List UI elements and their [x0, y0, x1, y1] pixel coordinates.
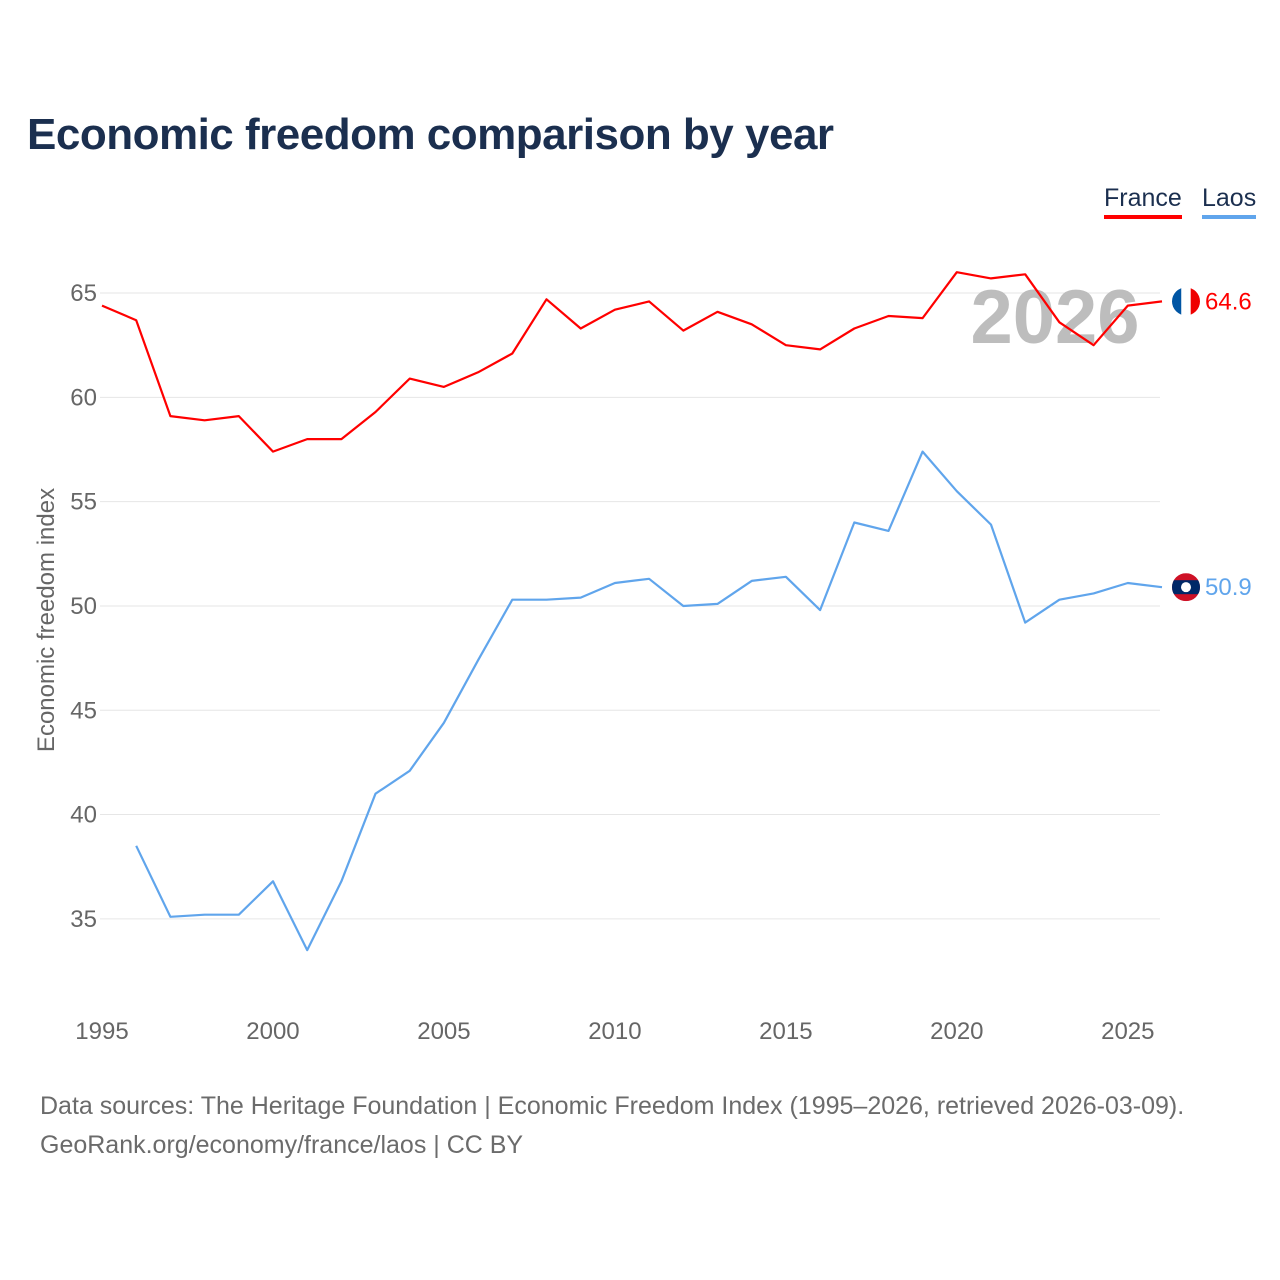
flag-body	[1172, 287, 1200, 316]
y-tick-label: 60	[70, 384, 97, 411]
series-line-laos	[135, 450, 1163, 952]
flag-disc	[1181, 582, 1191, 593]
x-tick-label: 1995	[75, 1018, 128, 1045]
legend-laos[interactable]: Laos	[1202, 184, 1257, 219]
flag-stripe	[1181, 287, 1191, 316]
flag-france-icon	[1172, 287, 1200, 316]
flag-stripe	[1172, 287, 1182, 316]
x-tick-label: 2025	[1101, 1018, 1154, 1045]
y-tick-label: 55	[70, 489, 97, 516]
y-tick-label: 50	[70, 593, 97, 620]
x-tick-label: 2020	[930, 1018, 983, 1045]
flag-stripe	[1190, 287, 1200, 316]
legend-france[interactable]: France	[1104, 184, 1182, 219]
y-tick-label: 65	[70, 280, 97, 307]
end-value-label-laos: 50.9	[1205, 574, 1252, 601]
y-tick-label: 35	[70, 906, 97, 933]
y-axis-label: Economic freedom index	[33, 488, 60, 752]
x-tick-label: 2000	[246, 1018, 299, 1045]
footer-sources: Data sources: The Heritage Foundation | …	[40, 1092, 1185, 1120]
y-tick-label: 40	[70, 802, 97, 829]
flag-laos-icon	[1172, 573, 1200, 602]
x-tick-label: 2015	[759, 1018, 812, 1045]
chart-title: Economic freedom comparison by year	[27, 110, 834, 159]
footer-credit[interactable]: GeoRank.org/economy/france/laos | CC BY	[40, 1131, 524, 1159]
footer: Data sources: The Heritage Foundation | …	[40, 1087, 1184, 1165]
flag-body	[1172, 573, 1200, 602]
y-tick-label: 45	[70, 697, 97, 724]
x-tick-label: 2005	[417, 1018, 470, 1045]
end-value-label-france: 64.6	[1205, 288, 1252, 315]
series-line-france	[101, 271, 1163, 453]
x-tick-label: 2010	[588, 1018, 641, 1045]
